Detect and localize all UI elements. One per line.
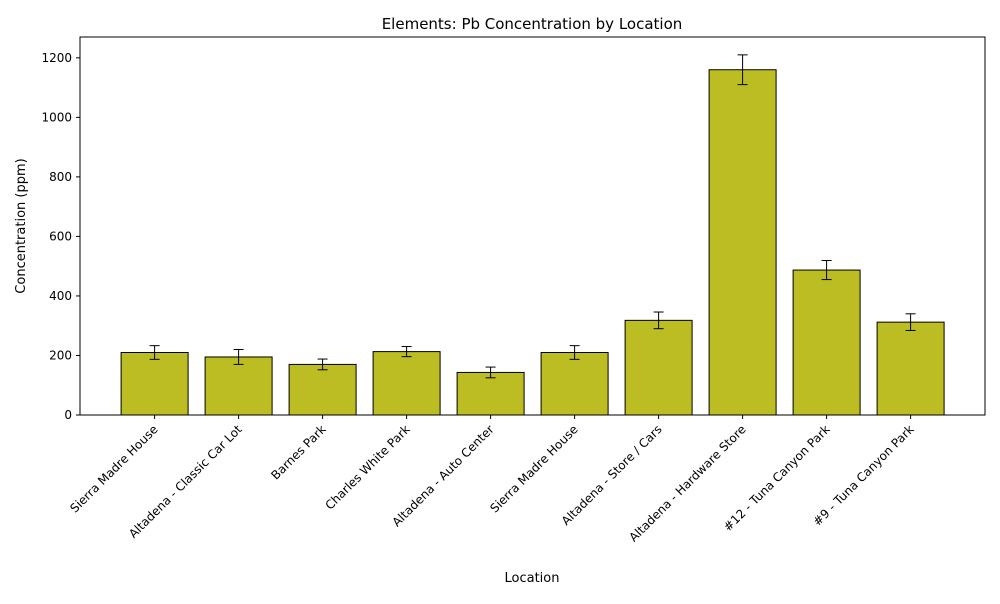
x-tick-label: Charles White Park xyxy=(322,422,412,512)
bar xyxy=(456,371,525,416)
y-tick-label: 600 xyxy=(49,229,72,243)
y-tick-label: 200 xyxy=(49,348,72,362)
y-tick-label: 400 xyxy=(49,289,72,303)
y-tick-label: 1000 xyxy=(41,110,72,124)
error-bar xyxy=(485,366,496,379)
x-tick-label: Sierra Madre House xyxy=(487,422,580,515)
error-bar xyxy=(653,311,664,330)
x-axis-title: Location xyxy=(505,571,560,586)
bar xyxy=(372,351,441,416)
bars-layer xyxy=(120,69,945,416)
error-bar xyxy=(149,345,160,360)
bar xyxy=(624,319,693,416)
y-tick-label: 800 xyxy=(49,170,72,184)
y-tick-label: 1200 xyxy=(41,51,72,65)
bar xyxy=(120,351,189,416)
bar xyxy=(876,321,945,416)
error-bar xyxy=(317,358,328,371)
bar xyxy=(204,356,273,416)
error-bar xyxy=(233,349,244,365)
y-tick-label: 0 xyxy=(64,408,72,422)
chart-title: Elements: Pb Concentration by Location xyxy=(382,15,683,33)
error-bar xyxy=(905,313,916,331)
bar xyxy=(708,69,777,416)
error-bar xyxy=(821,260,832,281)
y-axis: 0 200 400 600 800 1000 1200 xyxy=(41,51,80,422)
x-tick-label: Sierra Madre House xyxy=(67,422,160,515)
bar xyxy=(288,363,357,416)
error-bar xyxy=(401,346,412,358)
plot-area-frame xyxy=(79,36,986,416)
error-bar xyxy=(737,54,748,86)
bar xyxy=(792,269,861,416)
bar xyxy=(540,351,609,416)
error-bars-layer xyxy=(149,54,916,379)
y-axis-title: Concentration (ppm) xyxy=(14,158,29,293)
error-bar xyxy=(569,345,580,360)
x-tick-label: Barnes Park xyxy=(268,422,328,482)
